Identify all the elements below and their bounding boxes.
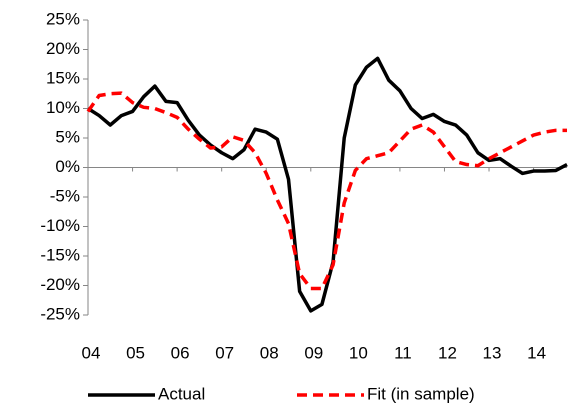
y-tick-label: 10% — [46, 98, 80, 117]
y-tick-label: -10% — [40, 216, 80, 235]
legend-label: Actual — [158, 384, 205, 403]
x-tick-label: 05 — [126, 343, 145, 362]
legend-label: Fit (in sample) — [367, 384, 475, 403]
x-tick-label: 10 — [349, 343, 368, 362]
y-tick-label: 25% — [46, 9, 80, 28]
y-tick-label: 5% — [55, 127, 80, 146]
x-tick-label: 04 — [82, 343, 101, 362]
x-tick-label: 08 — [260, 343, 279, 362]
series-line — [87, 56, 568, 313]
y-tick-label: 0% — [55, 157, 80, 176]
x-tick-label: 09 — [304, 343, 323, 362]
x-tick-label: 06 — [171, 343, 190, 362]
x-tick-label: 14 — [527, 343, 546, 362]
y-tick-label: -20% — [40, 275, 80, 294]
y-tick-label: -25% — [40, 304, 80, 323]
y-tick-label: -5% — [50, 186, 80, 205]
series-line — [86, 91, 567, 291]
x-tick-label: 11 — [394, 343, 412, 362]
y-tick-label: 15% — [46, 68, 80, 87]
x-tick-label: 12 — [438, 343, 457, 362]
y-tick-label: 20% — [46, 39, 80, 58]
x-tick-label: 13 — [483, 343, 502, 362]
y-tick-label: -15% — [40, 245, 80, 264]
x-tick-label: 07 — [215, 343, 234, 362]
